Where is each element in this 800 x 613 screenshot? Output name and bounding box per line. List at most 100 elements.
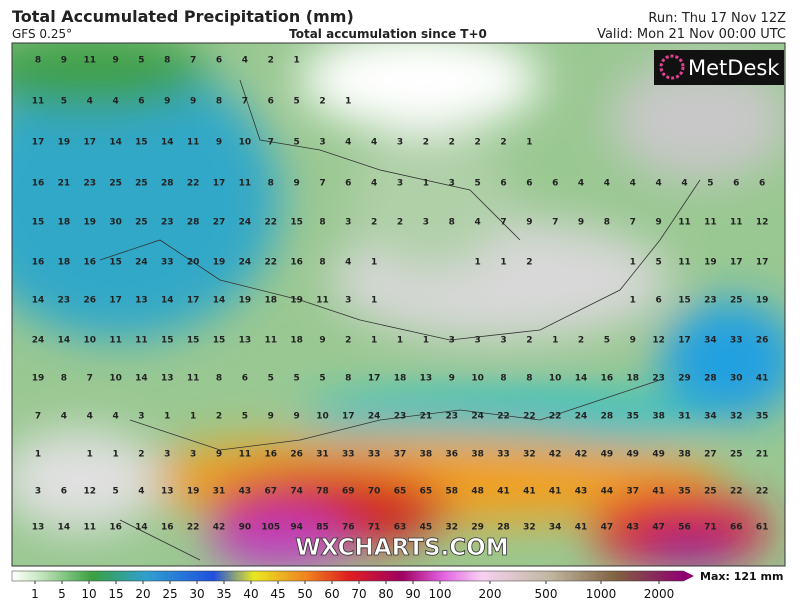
grid-value: 17 (730, 258, 743, 268)
grid-value: 3 (500, 336, 506, 346)
grid-value: 19 (239, 296, 252, 306)
grid-value: 16 (290, 258, 303, 268)
grid-value: 13 (239, 336, 252, 346)
grid-value: 8 (268, 179, 274, 189)
grid-value: 1 (630, 296, 636, 306)
grid-value: 8 (61, 374, 67, 384)
grid-value: 19 (704, 258, 717, 268)
grid-value: 18 (58, 218, 71, 228)
grid-value: 26 (83, 296, 96, 306)
grid-value: 23 (652, 374, 665, 384)
grid-value: 5 (293, 374, 299, 384)
grid-value: 22 (497, 412, 510, 422)
grid-value: 6 (61, 487, 67, 497)
grid-value: 11 (678, 218, 691, 228)
grid-value: 27 (213, 218, 226, 228)
grid-value: 7 (242, 97, 248, 107)
grid-value: 4 (630, 179, 636, 189)
grid-value: 10 (471, 374, 484, 384)
grid-value: 6 (216, 56, 222, 66)
grid-value: 22 (264, 258, 277, 268)
grid-value: 4 (371, 179, 377, 189)
colorbar-label: 5 (58, 587, 66, 601)
grid-value: 90 (239, 523, 252, 533)
grid-value: 11 (187, 374, 200, 384)
map (12, 43, 785, 566)
grid-value: 49 (627, 450, 640, 460)
grid-value: 4 (656, 179, 662, 189)
grid-value: 17 (109, 296, 122, 306)
grid-value: 3 (35, 487, 41, 497)
grid-value: 19 (756, 296, 769, 306)
grid-value: 11 (239, 179, 252, 189)
grid-value: 28 (497, 523, 510, 533)
grid-value: 5 (293, 138, 299, 148)
grid-value: 58 (445, 487, 458, 497)
grid-value: 9 (578, 218, 584, 228)
grid-value: 20 (187, 258, 200, 268)
grid-value: 41 (756, 374, 769, 384)
colorbar-label: 500 (535, 587, 558, 601)
grid-value: 9 (268, 412, 274, 422)
colorbar-label: 100 (429, 587, 452, 601)
grid-value: 10 (109, 374, 122, 384)
model: GFS 0.25° (12, 27, 72, 41)
grid-value: 30 (730, 374, 743, 384)
grid-value: 94 (290, 523, 303, 533)
grid-value: 38 (652, 412, 665, 422)
grid-value: 13 (135, 296, 148, 306)
grid-value: 9 (526, 218, 532, 228)
grid-value: 36 (445, 450, 458, 460)
grid-value: 1 (87, 450, 93, 460)
grid-value: 49 (652, 450, 665, 460)
colorbar-label: 45 (270, 587, 285, 601)
grid-value: 16 (83, 258, 96, 268)
valid: Valid: Mon 21 Nov 00:00 UTC (597, 27, 786, 42)
grid-value: 15 (32, 218, 45, 228)
grid-value: 8 (319, 218, 325, 228)
grid-value: 11 (730, 218, 743, 228)
grid-value: 7 (500, 218, 506, 228)
grid-value: 3 (474, 336, 480, 346)
grid-value: 2 (216, 412, 222, 422)
map-frame (11, 42, 786, 567)
grid-value: 6 (268, 97, 274, 107)
title: Total Accumulated Precipitation (mm) (12, 7, 354, 26)
grid-value: 15 (135, 138, 148, 148)
grid-value: 8 (216, 97, 222, 107)
grid-value: 9 (164, 97, 170, 107)
grid-value: 13 (161, 374, 174, 384)
grid-value: 22 (187, 523, 200, 533)
grid-value: 11 (678, 258, 691, 268)
grid-value: 14 (109, 138, 122, 148)
grid-value: 2 (371, 218, 377, 228)
subtitle: Total accumulation since T+0 (289, 27, 487, 41)
grid-value: 38 (471, 450, 484, 460)
grid-value: 17 (678, 336, 691, 346)
grid-value: 4 (474, 218, 480, 228)
grid-value: 6 (138, 97, 144, 107)
grid-value: 33 (497, 450, 510, 460)
grid-value: 7 (552, 218, 558, 228)
grid-value: 8 (216, 374, 222, 384)
grid-value: 16 (32, 179, 45, 189)
grid-value: 4 (604, 179, 610, 189)
grid-value: 35 (756, 412, 769, 422)
grid-value: 22 (730, 487, 743, 497)
grid-value: 1 (630, 258, 636, 268)
grid-value: 38 (678, 450, 691, 460)
grid-value: 4 (138, 487, 144, 497)
grid-value: 31 (678, 412, 691, 422)
colorbar-label: 50 (297, 587, 312, 601)
grid-value: 4 (61, 412, 67, 422)
grid-value: 4 (112, 412, 118, 422)
grid-value: 17 (756, 258, 769, 268)
grid-value: 24 (575, 412, 588, 422)
grid-value: 1 (474, 258, 480, 268)
grid-value: 30 (109, 218, 122, 228)
grid-value: 43 (575, 487, 588, 497)
borders (99, 79, 701, 561)
grid-value: 10 (239, 138, 252, 148)
grid-value: 22 (756, 487, 769, 497)
grid-value: 23 (394, 412, 407, 422)
